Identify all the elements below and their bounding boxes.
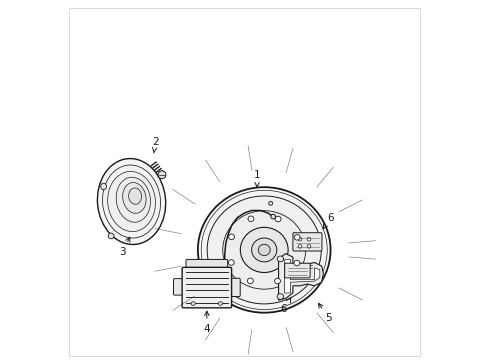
Text: 7: 7 xyxy=(227,248,234,258)
Ellipse shape xyxy=(207,196,321,304)
Text: 6: 6 xyxy=(323,213,333,229)
Ellipse shape xyxy=(107,171,155,231)
Ellipse shape xyxy=(223,211,305,289)
Ellipse shape xyxy=(228,260,234,265)
Ellipse shape xyxy=(101,183,106,190)
Ellipse shape xyxy=(191,302,195,305)
FancyBboxPatch shape xyxy=(173,279,186,295)
Ellipse shape xyxy=(240,227,287,273)
FancyBboxPatch shape xyxy=(284,263,309,278)
Ellipse shape xyxy=(97,158,165,244)
Text: 3: 3 xyxy=(119,237,129,257)
Ellipse shape xyxy=(268,201,272,205)
Polygon shape xyxy=(278,253,323,300)
Ellipse shape xyxy=(293,260,299,266)
Ellipse shape xyxy=(306,244,310,248)
Ellipse shape xyxy=(247,278,253,284)
Ellipse shape xyxy=(270,214,275,219)
Ellipse shape xyxy=(122,183,146,213)
Ellipse shape xyxy=(298,244,301,248)
Text: 2: 2 xyxy=(152,138,159,153)
Ellipse shape xyxy=(258,244,270,256)
Ellipse shape xyxy=(198,187,330,313)
Ellipse shape xyxy=(275,216,281,222)
Ellipse shape xyxy=(251,238,276,262)
Ellipse shape xyxy=(218,302,222,305)
Text: 5: 5 xyxy=(318,303,331,323)
Ellipse shape xyxy=(108,233,114,239)
Ellipse shape xyxy=(298,237,301,241)
FancyBboxPatch shape xyxy=(292,233,321,251)
Text: 4: 4 xyxy=(203,311,210,334)
Polygon shape xyxy=(284,260,319,293)
Ellipse shape xyxy=(247,216,253,221)
Ellipse shape xyxy=(306,237,310,241)
Ellipse shape xyxy=(277,294,283,300)
Ellipse shape xyxy=(116,177,150,222)
Text: 1: 1 xyxy=(253,170,260,187)
Ellipse shape xyxy=(277,256,283,262)
Ellipse shape xyxy=(225,280,230,284)
Ellipse shape xyxy=(228,234,234,239)
FancyBboxPatch shape xyxy=(185,260,227,272)
Ellipse shape xyxy=(201,190,326,310)
Ellipse shape xyxy=(158,171,165,179)
Ellipse shape xyxy=(274,278,280,284)
Ellipse shape xyxy=(128,188,142,204)
Text: 6: 6 xyxy=(280,298,290,314)
FancyBboxPatch shape xyxy=(227,278,240,297)
Ellipse shape xyxy=(102,165,160,238)
Ellipse shape xyxy=(294,235,300,240)
FancyBboxPatch shape xyxy=(182,267,231,308)
